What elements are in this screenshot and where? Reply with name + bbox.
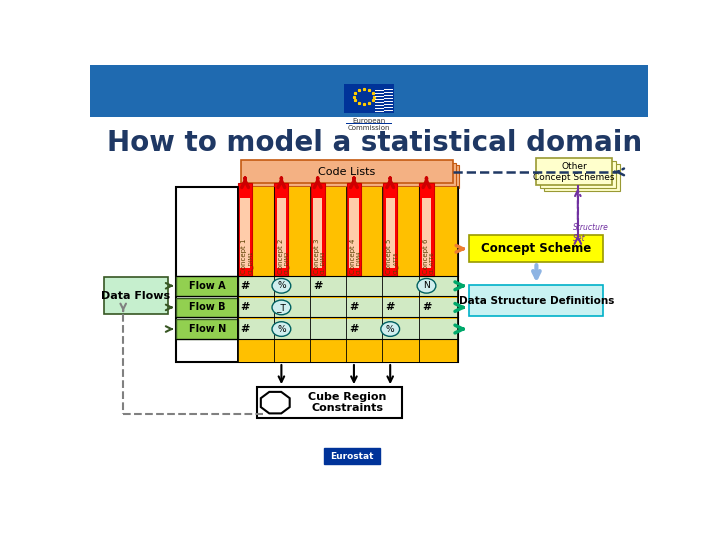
Bar [238, 183, 252, 276]
Text: Other
Concept Schemes: Other Concept Schemes [534, 162, 615, 181]
Bar [258, 387, 402, 418]
Ellipse shape [272, 279, 291, 293]
Bar [276, 198, 286, 268]
Bar [274, 183, 289, 276]
Text: #: # [422, 302, 431, 313]
Text: Code Lists: Code Lists [318, 167, 375, 177]
Text: _T: _T [276, 303, 287, 312]
Text: #: # [385, 302, 395, 313]
Bar [383, 183, 397, 276]
Text: CL_DIM4: CL_DIM4 [356, 251, 362, 274]
Bar [344, 84, 394, 113]
Text: How to model a statistical domain: How to model a statistical domain [107, 129, 642, 157]
Text: Flow N: Flow N [189, 324, 226, 334]
Text: #: # [240, 324, 250, 334]
Bar [469, 285, 603, 316]
Ellipse shape [272, 300, 291, 315]
Bar [544, 164, 619, 191]
Text: Eurostat: Eurostat [330, 451, 374, 461]
Text: Cube Region
Constraints: Cube Region Constraints [308, 392, 387, 414]
Bar [176, 276, 238, 295]
Bar [176, 319, 238, 339]
Bar [347, 183, 361, 276]
Bar [238, 187, 458, 362]
Text: CL_DIM3: CL_DIM3 [320, 251, 326, 274]
Text: European
Commission: European Commission [348, 118, 390, 131]
Text: #: # [349, 324, 359, 334]
Text: CL_ATT6: CL_ATT6 [429, 251, 435, 274]
Bar [176, 298, 238, 317]
Text: Concept Scheme: Concept Scheme [481, 242, 592, 255]
Text: #: # [313, 281, 323, 291]
Text: Structure
Set: Structure Set [572, 224, 608, 243]
Bar [248, 165, 459, 188]
Text: Data Flows: Data Flows [102, 291, 171, 301]
Ellipse shape [272, 322, 291, 336]
Bar [313, 198, 323, 268]
Ellipse shape [381, 322, 400, 336]
Text: %: % [277, 281, 286, 291]
Bar [422, 198, 431, 268]
Text: Data Structure Definitions: Data Structure Definitions [459, 296, 614, 306]
Bar [240, 198, 250, 268]
Bar [385, 198, 395, 268]
Bar [240, 160, 453, 183]
Text: Flow B: Flow B [189, 302, 225, 313]
Text: Concept 4: Concept 4 [350, 239, 356, 274]
Bar [324, 448, 380, 464]
Text: CL_ATT5: CL_ATT5 [393, 251, 398, 274]
Bar [346, 123, 392, 124]
Text: %: % [386, 325, 395, 334]
Bar [90, 65, 648, 117]
Text: #: # [240, 302, 250, 313]
Text: Concept 5: Concept 5 [387, 239, 392, 274]
Bar [540, 161, 616, 188]
Text: Concept 6: Concept 6 [423, 239, 428, 274]
Bar [349, 198, 359, 268]
Ellipse shape [417, 279, 436, 293]
Bar [420, 183, 433, 276]
Text: Concept 2: Concept 2 [278, 239, 284, 274]
Text: N: N [423, 281, 430, 291]
Text: Flow A: Flow A [189, 281, 225, 291]
Bar [536, 158, 612, 185]
Text: %: % [277, 325, 286, 334]
Bar [176, 187, 459, 362]
Bar [176, 276, 459, 295]
Text: Concept 1: Concept 1 [241, 239, 248, 274]
Text: CL_DIM1: CL_DIM1 [248, 251, 253, 274]
Text: #: # [349, 302, 359, 313]
Bar [176, 298, 459, 317]
Bar [176, 319, 459, 339]
Bar [104, 277, 168, 314]
Bar [310, 183, 325, 276]
Bar [469, 235, 603, 262]
Text: Concept 3: Concept 3 [314, 239, 320, 274]
Bar [244, 163, 456, 186]
Text: CL_DIM2: CL_DIM2 [284, 251, 289, 274]
Text: #: # [240, 281, 250, 291]
